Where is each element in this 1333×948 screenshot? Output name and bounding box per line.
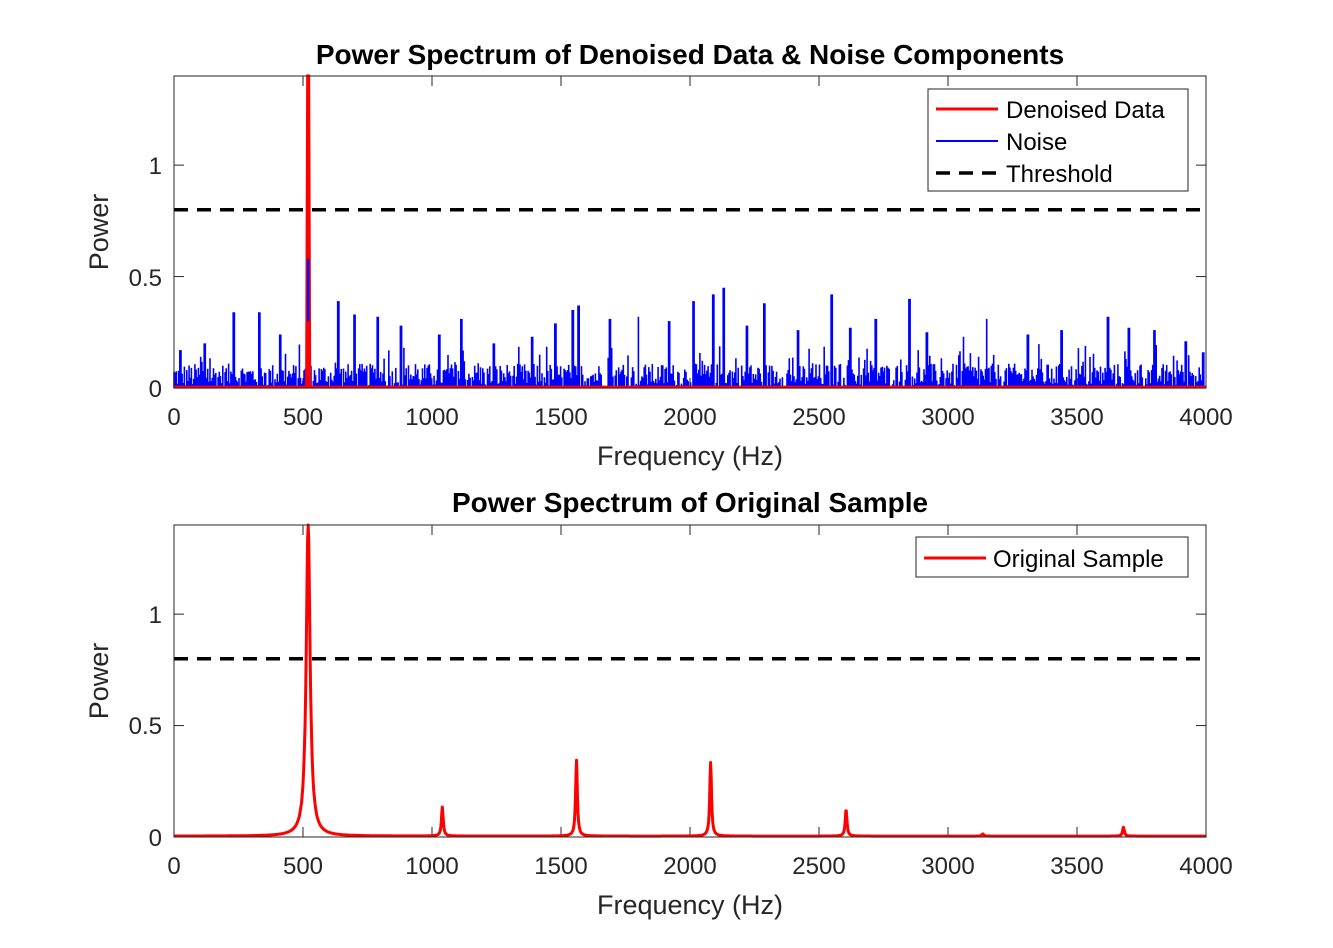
- x-tick-label: 1500: [534, 853, 587, 880]
- legend-label-denoised-data: Denoised Data: [1006, 97, 1165, 124]
- y-axis-label: Power: [84, 194, 114, 271]
- series-marks: [173, 523, 1207, 838]
- x-tick-label: 2500: [792, 404, 845, 431]
- x-tick-label: 3000: [921, 853, 974, 880]
- plot-frame: [173, 75, 1207, 389]
- legend-label-threshold: Threshold: [1006, 161, 1113, 188]
- y-tick-label: 1: [149, 153, 162, 180]
- legend: Original Sample: [915, 536, 1189, 578]
- legend-label-original-sample: Original Sample: [993, 546, 1164, 573]
- x-tick-label: 2000: [663, 853, 716, 880]
- x-axis-label: Frequency (Hz): [597, 441, 783, 471]
- x-tick-label: 4000: [1179, 404, 1232, 431]
- y-tick-label: 0.5: [129, 713, 162, 740]
- y-tick-label: 0: [149, 376, 162, 403]
- x-tick-label: 1000: [405, 404, 458, 431]
- x-tick-label: 0: [167, 853, 180, 880]
- x-tick-label: 2000: [663, 404, 716, 431]
- y-tick-label: 0.5: [129, 265, 162, 292]
- x-tick-label: 0: [167, 404, 180, 431]
- legend: Denoised Data Noise Threshold: [927, 88, 1189, 192]
- y-tick-labels: 0 0.5 1: [129, 153, 162, 403]
- x-axis-label: Frequency (Hz): [597, 890, 783, 920]
- x-tick-label: 2500: [792, 853, 845, 880]
- plot-frame: [173, 524, 1207, 838]
- x-tick-label: 1000: [405, 853, 458, 880]
- panel-denoised: Power Spectrum of Denoised Data & Noise …: [84, 39, 1233, 471]
- x-tick-label: 3000: [921, 404, 974, 431]
- x-tick-labels: 0 500 1000 1500 2000 2500 3000 3500 4000: [167, 853, 1232, 880]
- x-tick-label: 1500: [534, 404, 587, 431]
- x-tick-label: 3500: [1050, 853, 1103, 880]
- y-tick-label: 0: [149, 825, 162, 852]
- y-tick-label: 1: [149, 602, 162, 629]
- legend-label-noise: Noise: [1006, 129, 1067, 156]
- chart-title: Power Spectrum of Denoised Data & Noise …: [316, 39, 1064, 70]
- series-original-sample-line: [173, 523, 1207, 838]
- x-tick-labels: 0 500 1000 1500 2000 2500 3000 3500 4000: [167, 404, 1232, 431]
- panel-original: Power Spectrum of Original Sample 0 0.5 …: [84, 487, 1233, 920]
- y-axis-label: Power: [84, 643, 114, 720]
- x-tick-label: 500: [283, 404, 323, 431]
- x-tick-label: 3500: [1050, 404, 1103, 431]
- x-tick-label: 500: [283, 853, 323, 880]
- x-tick-label: 4000: [1179, 853, 1232, 880]
- chart-title: Power Spectrum of Original Sample: [452, 487, 928, 518]
- y-tick-labels: 0 0.5 1: [129, 602, 162, 852]
